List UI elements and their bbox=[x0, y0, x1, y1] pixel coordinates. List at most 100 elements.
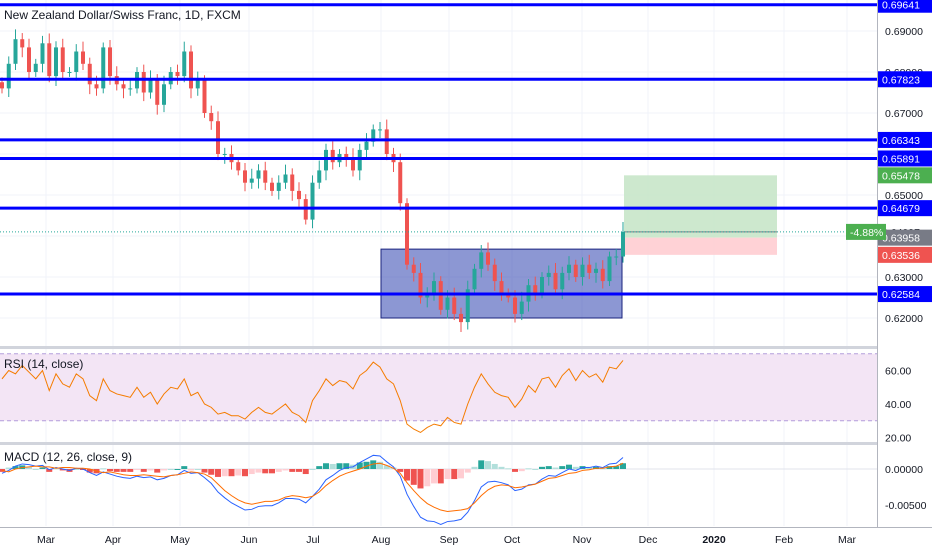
macd-histogram-bar bbox=[471, 466, 478, 469]
macd-title: MACD (12, 26, close, 9) bbox=[4, 450, 132, 464]
time-tick-label: Jul bbox=[306, 534, 319, 546]
symbol-title: New Zealand Dollar/Swiss Franc, 1D, FXCM bbox=[4, 8, 241, 22]
macd-histogram-bar bbox=[356, 462, 363, 469]
candle-body bbox=[40, 43, 45, 64]
candle-body bbox=[472, 268, 477, 290]
long-position-tool[interactable] bbox=[624, 175, 777, 255]
macd-histogram-bar bbox=[566, 464, 572, 469]
macd-histogram-bar bbox=[282, 469, 289, 471]
time-tick-label: Oct bbox=[504, 534, 520, 546]
candle-body bbox=[459, 313, 463, 323]
macd-histogram-bar bbox=[370, 460, 377, 469]
macd-histogram-bar bbox=[613, 466, 620, 469]
macd-tick-label: -0.00500 bbox=[885, 500, 927, 512]
candle-body bbox=[121, 84, 126, 89]
candle-body bbox=[209, 113, 214, 122]
macd-histogram-bar bbox=[161, 469, 167, 471]
candle-body bbox=[94, 84, 99, 89]
macd-histogram-bar bbox=[134, 469, 140, 470]
time-axis[interactable]: Mar Apr May Jun Jul Aug Sep Oct Nov Dec 2020 Feb Mar bbox=[0, 527, 932, 550]
macd-histogram-bar bbox=[120, 469, 127, 472]
target-zone[interactable] bbox=[624, 175, 777, 238]
macd-histogram-bar bbox=[73, 469, 80, 470]
macd-histogram-bar bbox=[302, 469, 309, 475]
macd-histogram-bar bbox=[269, 469, 275, 474]
macd-histogram-bar bbox=[417, 469, 424, 489]
candle-body bbox=[141, 72, 146, 93]
stop-price-label: 0.63536 bbox=[882, 250, 920, 262]
macd-histogram-bar bbox=[458, 469, 464, 479]
stop-zone[interactable] bbox=[624, 237, 777, 255]
candle-body bbox=[600, 268, 605, 282]
candle-body bbox=[33, 63, 38, 72]
stop-price-tag bbox=[878, 246, 932, 263]
macd-histogram-bar bbox=[606, 466, 613, 469]
rsi-tick-label: 20.00 bbox=[885, 433, 911, 445]
level-price-tag bbox=[878, 131, 932, 148]
candle-body bbox=[74, 51, 79, 72]
rsi-tick-label: 60.00 bbox=[885, 366, 911, 378]
time-tick-label: May bbox=[170, 534, 191, 546]
macd-histogram-bar bbox=[336, 463, 343, 469]
candle-body bbox=[101, 47, 106, 89]
candle-body bbox=[479, 252, 484, 269]
rsi-tick-label: 40.00 bbox=[885, 399, 911, 411]
macd-histogram-bar bbox=[167, 469, 174, 470]
candle-body bbox=[195, 80, 200, 89]
macd-histogram-bar bbox=[478, 460, 485, 469]
macd-histogram-bar bbox=[532, 469, 539, 470]
macd-tick-label: 0.00000 bbox=[885, 464, 923, 476]
rsi-line bbox=[1, 360, 624, 434]
candle-body bbox=[128, 88, 133, 90]
price-axis[interactable]: 0.690000.680000.670000.660000.650000.640… bbox=[877, 0, 932, 550]
target-price-tag bbox=[878, 167, 932, 184]
rsi-title: RSI (14, close) bbox=[4, 357, 83, 371]
macd-histogram-bar bbox=[242, 469, 248, 477]
candle-body bbox=[263, 170, 268, 183]
candle-body bbox=[216, 121, 220, 154]
macd-histogram-bar bbox=[39, 467, 46, 469]
candle-body bbox=[357, 149, 362, 171]
candle-body bbox=[405, 203, 409, 265]
macd-pane bbox=[0, 454, 877, 525]
candle-body bbox=[378, 129, 382, 131]
pane-separator[interactable] bbox=[0, 442, 932, 445]
candle-body bbox=[452, 297, 457, 314]
candle-body bbox=[249, 178, 254, 183]
macd-histogram-bar bbox=[343, 463, 350, 469]
time-tick-label: Mar bbox=[838, 534, 857, 546]
level-price-label: 0.62584 bbox=[882, 289, 920, 301]
macd-histogram-bar bbox=[262, 469, 269, 474]
time-tick-label: Aug bbox=[372, 534, 391, 546]
macd-histogram-bar bbox=[147, 469, 154, 471]
macd-histogram-bar bbox=[323, 463, 329, 469]
macd-histogram-bar bbox=[397, 469, 404, 472]
candle-body bbox=[317, 170, 322, 183]
candle-body bbox=[0, 82, 4, 89]
price-tick-label: 0.69000 bbox=[885, 26, 923, 38]
price-axis-bg bbox=[877, 0, 932, 550]
candle-body bbox=[553, 272, 558, 290]
pane-separators[interactable] bbox=[0, 346, 932, 445]
time-axis-bg bbox=[0, 527, 932, 550]
macd-histogram-bar bbox=[154, 469, 161, 473]
horizontal-levels[interactable] bbox=[0, 3, 877, 296]
macd-histogram-bar bbox=[444, 469, 451, 480]
macd-histogram-bar bbox=[289, 469, 296, 472]
price-tick-label: 0.65000 bbox=[885, 190, 923, 202]
macd-histogram-bar bbox=[181, 466, 188, 469]
macd-histogram-bar bbox=[275, 469, 282, 472]
macd-histogram-bar bbox=[100, 468, 107, 470]
candle-body bbox=[324, 149, 328, 171]
macd-histogram-bar bbox=[505, 468, 512, 470]
candle-body bbox=[162, 84, 166, 105]
macd-histogram-bar bbox=[194, 469, 201, 470]
macd-histogram-bar bbox=[552, 467, 559, 469]
pane-separator[interactable] bbox=[0, 346, 932, 349]
candle-body bbox=[182, 51, 187, 77]
candle-body bbox=[256, 170, 261, 179]
candle-body bbox=[344, 154, 349, 159]
candle-body bbox=[67, 72, 72, 73]
level-price-tag bbox=[878, 71, 932, 88]
